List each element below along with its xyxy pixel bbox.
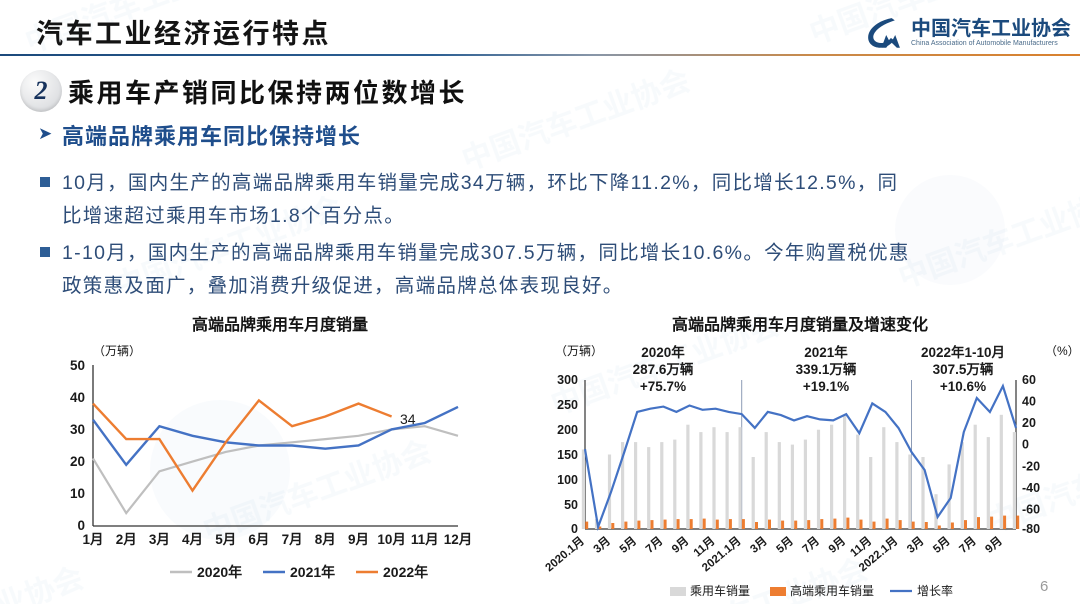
- svg-text:4月: 4月: [182, 532, 203, 547]
- svg-text:287.6万辆: 287.6万辆: [633, 361, 694, 377]
- svg-text:0: 0: [571, 522, 578, 536]
- svg-text:9月: 9月: [983, 534, 1005, 555]
- svg-text:9月: 9月: [826, 534, 848, 555]
- svg-text:3月: 3月: [591, 534, 613, 555]
- svg-text:40: 40: [1022, 395, 1036, 409]
- svg-text:339.1万辆: 339.1万辆: [796, 361, 857, 377]
- svg-text:高端品牌乘用车月度销量: 高端品牌乘用车月度销量: [192, 315, 368, 334]
- svg-text:1月: 1月: [82, 532, 103, 547]
- svg-text:7月: 7月: [643, 534, 665, 555]
- svg-text:8月: 8月: [315, 532, 336, 547]
- svg-text:2022年1-10月: 2022年1-10月: [921, 344, 1005, 360]
- svg-text:300: 300: [557, 373, 578, 387]
- svg-text:2020年: 2020年: [197, 564, 242, 580]
- svg-text:200: 200: [557, 423, 578, 437]
- svg-text:5月: 5月: [931, 534, 953, 555]
- svg-text:50: 50: [70, 358, 85, 373]
- svg-text:50: 50: [564, 498, 578, 512]
- svg-text:China Association of Automobil: China Association of Automobile Manufact…: [911, 40, 1058, 47]
- svg-text:40: 40: [70, 390, 85, 405]
- svg-text:11月: 11月: [411, 532, 439, 547]
- svg-text:7月: 7月: [800, 534, 822, 555]
- svg-text:307.5万辆: 307.5万辆: [933, 361, 994, 377]
- svg-text:250: 250: [557, 398, 578, 412]
- svg-text:2020.1月: 2020.1月: [543, 534, 587, 574]
- svg-text:30: 30: [70, 422, 85, 437]
- svg-text:2021年: 2021年: [290, 564, 335, 580]
- svg-text:+75.7%: +75.7%: [640, 379, 686, 394]
- svg-text:100: 100: [557, 473, 578, 487]
- svg-text:10: 10: [70, 486, 85, 501]
- svg-text:20: 20: [70, 454, 85, 469]
- svg-text:5月: 5月: [774, 534, 796, 555]
- svg-text:6月: 6月: [248, 532, 269, 547]
- svg-text:（万辆）: （万辆）: [555, 344, 603, 358]
- svg-text:-60: -60: [1022, 502, 1040, 516]
- svg-text:2月: 2月: [116, 532, 137, 547]
- svg-text:+10.6%: +10.6%: [940, 379, 986, 394]
- svg-text:20: 20: [1022, 416, 1036, 430]
- svg-text:5月: 5月: [617, 534, 639, 555]
- svg-text:9月: 9月: [348, 532, 369, 547]
- svg-text:3月: 3月: [904, 534, 926, 555]
- svg-text:3月: 3月: [149, 532, 170, 547]
- svg-text:-40: -40: [1022, 481, 1040, 495]
- svg-text:2020年: 2020年: [641, 344, 685, 360]
- svg-text:34: 34: [400, 411, 416, 427]
- svg-text:（%）: （%）: [1045, 344, 1080, 358]
- svg-text:0: 0: [77, 518, 85, 533]
- svg-text:2021年: 2021年: [804, 344, 848, 360]
- svg-text:+19.1%: +19.1%: [803, 379, 849, 394]
- svg-text:60: 60: [1022, 373, 1036, 387]
- svg-text:增长率: 增长率: [917, 583, 953, 598]
- svg-text:12月: 12月: [444, 532, 473, 547]
- svg-text:-20: -20: [1022, 459, 1040, 473]
- svg-text:9月: 9月: [669, 534, 691, 555]
- svg-text:-80: -80: [1022, 522, 1040, 536]
- svg-text:2022年: 2022年: [383, 564, 428, 580]
- svg-text:高端乘用车销量: 高端乘用车销量: [790, 583, 874, 598]
- svg-text:150: 150: [557, 448, 578, 462]
- svg-text:3月: 3月: [748, 534, 770, 555]
- svg-text:7月: 7月: [957, 534, 979, 555]
- svg-text:0: 0: [1022, 438, 1029, 452]
- svg-text:高端品牌乘用车月度销量及增速变化: 高端品牌乘用车月度销量及增速变化: [672, 315, 928, 334]
- svg-text:5月: 5月: [215, 532, 236, 547]
- svg-text:10月: 10月: [377, 532, 406, 547]
- svg-text:7月: 7月: [282, 532, 303, 547]
- svg-text:（万辆）: （万辆）: [93, 344, 141, 358]
- svg-text:中国汽车工业协会: 中国汽车工业协会: [911, 16, 1071, 40]
- svg-text:乘用车销量: 乘用车销量: [690, 583, 750, 598]
